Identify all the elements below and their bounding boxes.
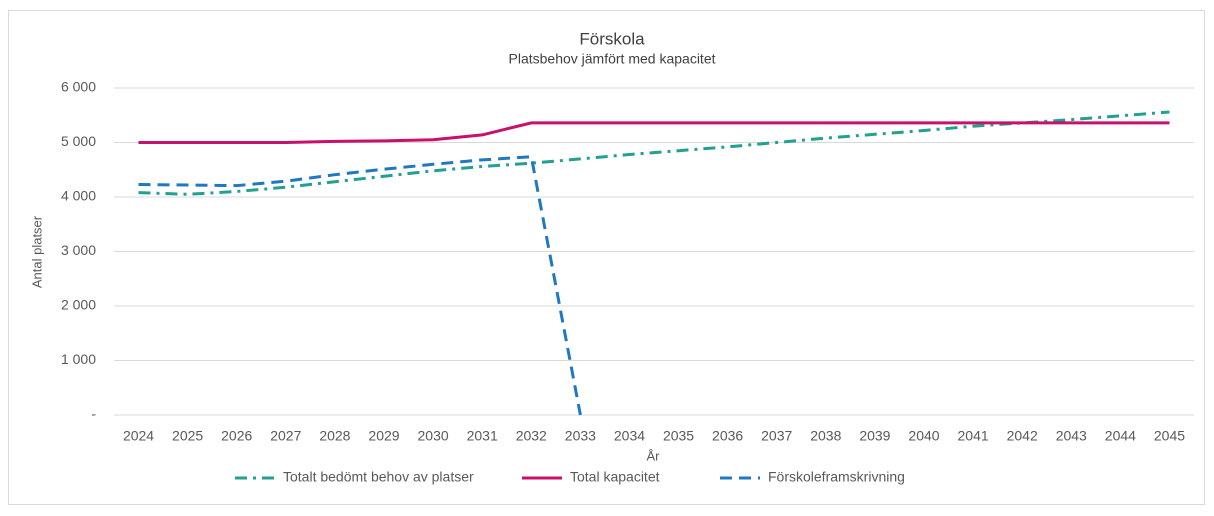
x-tick-label: 2036 [712,428,743,444]
x-tick-label: 2038 [810,428,841,444]
series-line [138,121,1170,144]
chart-frame [8,10,1205,505]
x-tick-label: 2032 [516,428,547,444]
x-tick-label: 2040 [908,428,939,444]
y-tick-label: 2 000 [61,297,96,313]
x-tick-label: 2045 [1154,428,1185,444]
x-tick-label: 2028 [319,428,350,444]
x-tick-label: 2024 [123,428,154,444]
legend-label: Förskoleframskrivning [768,469,905,485]
legend-label: Totalt bedömt behov av platser [283,469,474,485]
y-tick-label: - [91,406,96,422]
y-tick-label: 5 000 [61,133,96,149]
x-tick-label: 2043 [1056,428,1087,444]
x-tick-label: 2035 [663,428,694,444]
x-tick-label: 2027 [270,428,301,444]
x-tick-label: 2044 [1105,428,1136,444]
series-line [138,110,1170,196]
x-tick-label: 2042 [1007,428,1038,444]
x-tick-label: 2041 [958,428,989,444]
chart-title: Förskola [579,29,645,48]
x-tick-label: 2029 [368,428,399,444]
y-tick-label: 3 000 [61,242,96,258]
y-tick-label: 4 000 [61,188,96,204]
x-tick-label: 2039 [859,428,890,444]
y-axis-title: Antal platser [29,215,44,288]
chart-subtitle: Platsbehov jämfört med kapacitet [509,51,716,67]
x-axis-title: År [647,448,661,463]
x-tick-label: 2030 [418,428,449,444]
x-tick-label: 2034 [614,428,645,444]
y-tick-label: 6 000 [61,79,96,95]
legend-label: Total kapacitet [570,469,660,485]
x-tick-label: 2033 [565,428,596,444]
y-tick-label: 1 000 [61,351,96,367]
series-line [138,155,582,416]
x-tick-label: 2026 [221,428,252,444]
x-tick-label: 2031 [467,428,498,444]
x-tick-label: 2025 [172,428,203,444]
x-tick-label: 2037 [761,428,792,444]
